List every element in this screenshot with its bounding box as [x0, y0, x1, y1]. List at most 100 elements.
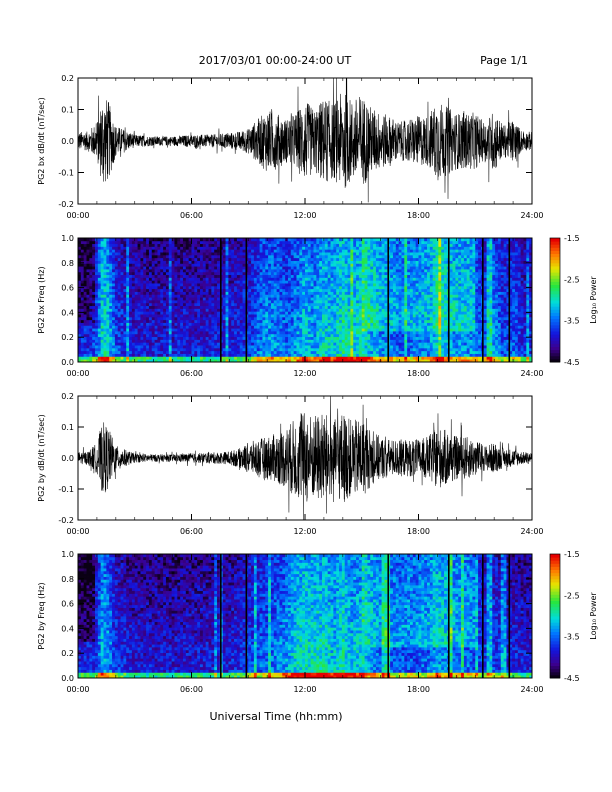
- bx_spec-colorbar-step: [550, 284, 560, 289]
- by_spec-colorbar-step: [550, 557, 560, 561]
- bx_spec-x-tick-label: 06:00: [180, 369, 203, 378]
- bx_spec-colorbar-step: [550, 290, 560, 295]
- by_spec-y-tick-label: 0.6: [61, 600, 74, 609]
- by_spec-colorbar-step: [550, 622, 560, 626]
- bx_spec-y-tick-label: 0.8: [61, 259, 74, 268]
- by_spec-colorbar-tick-label: -4.5: [564, 674, 580, 683]
- by_spec-colorbar-step: [550, 619, 560, 623]
- by_spec-x-tick-label: 12:00: [293, 685, 316, 694]
- by_spec-colorbar-step: [550, 572, 560, 577]
- bx_spec-colorbar-label: Log₁₀ Power: [589, 276, 598, 324]
- bx_spec-colorbar-step: [550, 256, 560, 261]
- bx_spec-colorbar-frame: [549, 237, 561, 363]
- by_spec-colorbar-frame: [549, 553, 561, 679]
- bx_spec-colorbar-step: [550, 315, 560, 320]
- by_spec-colorbar-step: [550, 569, 560, 574]
- bx_wave-x-tick-label: 00:00: [66, 211, 89, 220]
- bx_spec-colorbar-step: [550, 309, 560, 313]
- bx_spec-y-tick-label: 0.4: [61, 308, 74, 317]
- bx_wave-trace: [78, 78, 532, 203]
- bx_spec-colorbar-step: [550, 247, 560, 251]
- bx_wave-x-tick-label: 12:00: [293, 211, 316, 220]
- bx_spec-y-tick-label: 1.0: [61, 234, 74, 243]
- bx_spec-colorbar-step: [550, 355, 560, 360]
- by_spec-colorbar-step: [550, 563, 560, 567]
- page-title: 2017/03/01 00:00-24:00 UT: [199, 54, 352, 67]
- by_spec-colorbar-step: [550, 597, 560, 601]
- by_spec-colorbar-step: [550, 600, 560, 605]
- bx_spec-colorbar-step: [550, 262, 560, 267]
- by_spec-colorbar-step: [550, 560, 560, 564]
- bx_wave-y-axis-label: PG2 bx dB/dt (nT/sec): [37, 97, 46, 184]
- by_spec-colorbar-step: [550, 581, 560, 586]
- by_wave-x-tick-label: 18:00: [407, 527, 430, 536]
- by_spec-y-tick-label: 0.2: [61, 649, 74, 658]
- by_spec-colorbar-step: [550, 653, 560, 657]
- bx_spec-colorbar-step: [550, 269, 560, 273]
- bx_spec-x-tick-label: 00:00: [66, 369, 89, 378]
- bx_spec-colorbar-step: [550, 352, 560, 357]
- by_spec-y-tick-label: 0.8: [61, 575, 74, 584]
- by_spec-colorbar-step: [550, 656, 560, 660]
- bx_wave-x-tick-label: 18:00: [407, 211, 430, 220]
- x-axis-label: Universal Time (hh:mm): [210, 710, 343, 723]
- bx_wave-x-tick-label: 24:00: [520, 211, 543, 220]
- by_spec-x-tick-label: 06:00: [180, 685, 203, 694]
- by_spec-colorbar-step: [550, 640, 560, 645]
- by_spec-colorbar-step: [550, 554, 560, 558]
- bx_spec-colorbar-step: [550, 265, 560, 270]
- bx_spec-colorbar-tick-label: -4.5: [564, 358, 580, 367]
- bx_spec-colorbar-step: [550, 238, 560, 242]
- by_spec-colorbar-step: [550, 612, 560, 617]
- bx_spec-x-tick-label: 18:00: [407, 369, 430, 378]
- by-waveform-panel: 00:00 06:00 12:00 18:00 24:00 -0.2 -0.1 0.0 0.1 0…: [37, 392, 544, 536]
- by_spec-colorbar-tick-label: -3.5: [564, 633, 580, 642]
- by_wave-y-tick-label: 0.1: [61, 423, 74, 432]
- by_spec-y-axis-label: PG2 by Freq (Hz): [37, 582, 46, 649]
- by_spec-x-tick-label: 00:00: [66, 685, 89, 694]
- bx_wave-x-tick-label: 06:00: [180, 211, 203, 220]
- bx_spec-cells: [78, 238, 533, 363]
- bx_spec-colorbar-step: [550, 318, 560, 323]
- by_spec-colorbar-step: [550, 637, 560, 642]
- by_spec-colorbar-step: [550, 606, 560, 611]
- by_spec-colorbar-step: [550, 575, 560, 580]
- bx_spec-colorbar-tick-label: -2.5: [564, 275, 580, 284]
- by-colorbar: -1.5 -2.5 -3.5 -4.5 Log₁₀ Power: [549, 550, 598, 683]
- by_spec-y-tick-label: 0.4: [61, 624, 74, 633]
- bx_spec-colorbar-step: [550, 281, 560, 285]
- bx_spec-colorbar-step: [550, 358, 560, 363]
- bx_spec-colorbar-step: [550, 343, 560, 347]
- bx_wave-y-tick-label: 0.1: [61, 106, 74, 115]
- bx_spec-colorbar-step: [550, 303, 560, 307]
- bx_spec-colorbar-step: [550, 250, 560, 254]
- bx_wave-y-tick-label: 0.0: [61, 137, 74, 146]
- by_spec-colorbar-step: [550, 668, 560, 673]
- bx_spec-colorbar-step: [550, 331, 560, 335]
- bx_spec-colorbar-step: [550, 244, 560, 248]
- bx_spec-x-tick-label: 12:00: [293, 369, 316, 378]
- bx_spec-colorbar-step: [550, 272, 560, 276]
- bx_spec-y-axis-label: PG2 bx Freq (Hz): [37, 266, 46, 333]
- by_spec-colorbar-step: [550, 643, 560, 648]
- bx_spec-colorbar-tick-label: -1.5: [564, 234, 580, 243]
- bx_spec-colorbar-step: [550, 327, 560, 332]
- bx-spectrogram-panel: 00:00 06:00 12:00 18:00 24:00 0.0 0.2 0.4 0.6 0.8…: [37, 234, 544, 378]
- bx_spec-y-tick-label: 0.0: [61, 358, 74, 367]
- bx_spec-colorbar-step: [550, 349, 560, 354]
- bx_spec-colorbar-tick-label: -3.5: [564, 317, 580, 326]
- bx_spec-colorbar-step: [550, 324, 560, 329]
- by_wave-y-tick-label: -0.1: [58, 485, 74, 494]
- by_wave-x-tick-label: 00:00: [66, 527, 89, 536]
- bx_spec-colorbar-step: [550, 275, 560, 279]
- bx_wave-y-tick-label: -0.1: [58, 169, 74, 178]
- by_spec-colorbar-step: [550, 588, 560, 592]
- bx_spec-y-tick-label: 0.2: [61, 333, 74, 342]
- by_spec-colorbar-tick-label: -2.5: [564, 591, 580, 600]
- bx_wave-y-tick-label: -0.2: [58, 200, 74, 209]
- bx_wave-y-tick-label: 0.2: [61, 74, 74, 83]
- by_spec-colorbar-step: [550, 671, 560, 676]
- by_wave-x-tick-label: 12:00: [293, 527, 316, 536]
- by_spec-colorbar-step: [550, 634, 560, 639]
